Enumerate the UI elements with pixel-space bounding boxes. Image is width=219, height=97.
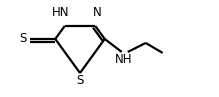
Text: S: S [19,32,27,45]
Text: NH: NH [115,53,132,66]
Text: S: S [76,74,84,87]
Text: HN: HN [52,6,69,19]
Text: N: N [93,6,102,19]
